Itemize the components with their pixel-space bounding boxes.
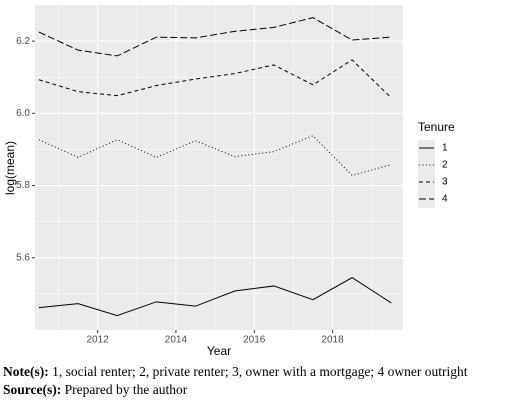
- legend-title: Tenure: [418, 120, 455, 134]
- y-tick-label: 6.2: [16, 36, 30, 47]
- x-tick-label: 2016: [243, 335, 266, 346]
- panel: [35, 5, 403, 330]
- legend-label: 3: [442, 177, 448, 188]
- line: [38, 277, 392, 317]
- y-tick-label: 5.6: [16, 252, 30, 263]
- x-tick-label: 2014: [165, 335, 188, 346]
- source-label: Source(s):: [3, 382, 62, 397]
- note: Note(s): 1, social renter; 2, private re…: [3, 364, 467, 380]
- note-text: 1, social renter; 2, private renter; 3, …: [52, 364, 468, 379]
- source-text: Prepared by the author: [64, 382, 188, 397]
- source: Source(s): Prepared by the author: [3, 382, 187, 398]
- y-tick-label: 5.8: [16, 180, 30, 191]
- x-tick-label: 2012: [87, 335, 110, 346]
- x-axis-title: Year: [207, 344, 231, 358]
- note-label: Note(s):: [3, 364, 49, 379]
- line: [38, 17, 392, 57]
- y-tick-label: 6.0: [16, 108, 30, 119]
- chart: Year log(mean) Tenure 5.6 5.8 6.0 6.2 2012 20…: [3, 5, 455, 358]
- x-tick-label: 2018: [321, 335, 344, 346]
- line: [38, 135, 392, 177]
- legend-key: [418, 191, 435, 208]
- y-axis-title: log(mean): [3, 141, 17, 195]
- legend-label: 4: [442, 194, 448, 205]
- legend-label: 2: [442, 160, 448, 171]
- legend-label: 1: [442, 143, 448, 154]
